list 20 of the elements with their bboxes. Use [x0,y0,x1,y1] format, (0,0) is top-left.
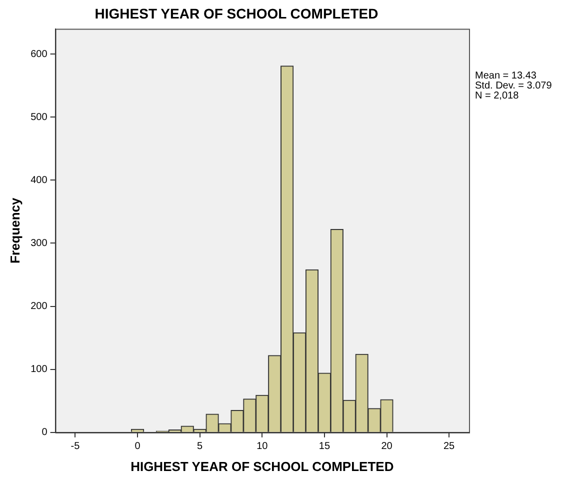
y-tick-label: 200 [30,301,48,312]
x-tick-label: 20 [381,441,393,452]
x-tick-label: 10 [256,441,268,452]
y-axis-title: Frequency [7,196,22,264]
y-tick-label: 400 [30,174,48,186]
x-tick-label: 5 [197,441,204,452]
x-tick-label: 15 [318,441,330,452]
y-tick-label: 0 [42,427,48,438]
chart-title: HIGHEST YEAR OF SCHOOL COMPLETED [94,5,378,22]
x-axis-title: HIGHEST YEAR OF SCHOOL COMPLETED [130,458,394,474]
y-tick-label: 300 [30,238,48,249]
y-tick-label: 500 [30,112,48,123]
x-tick-label: 0 [134,441,141,452]
y-tick-label: 600 [30,48,48,60]
text: Std. Dev. = 3.079 [475,80,552,92]
text: N = 2,018 [475,90,520,102]
x-tick-label: -5 [70,441,80,452]
y-tick-label: 100 [30,364,48,376]
text: Mean = 13.43 [475,70,537,82]
x-tick-label: 25 [444,441,456,452]
